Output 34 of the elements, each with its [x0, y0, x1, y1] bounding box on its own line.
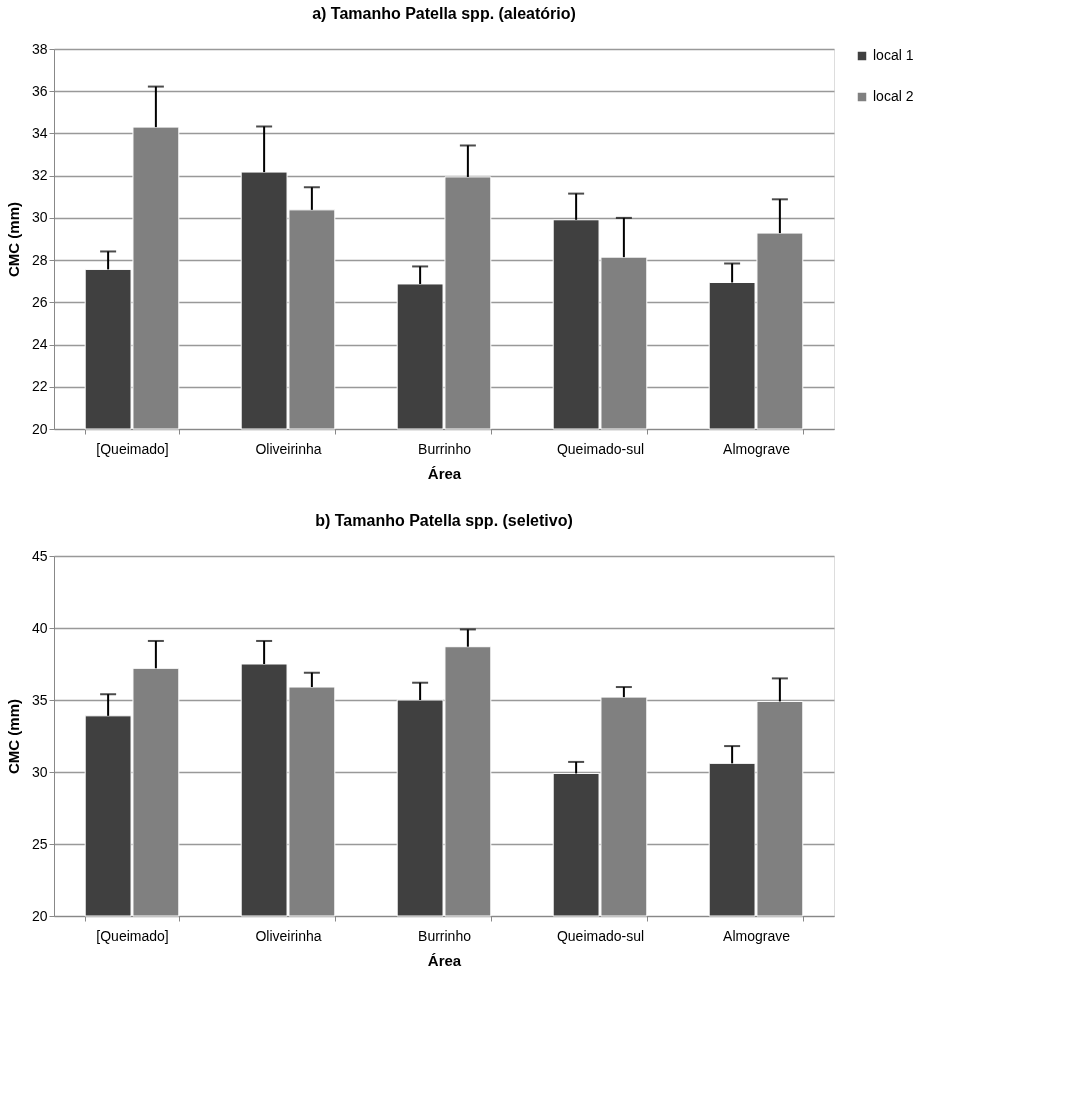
y-tick-label: 40 [31, 619, 48, 636]
y-tick-label: 25 [31, 835, 48, 852]
x-tick-label: Almograve [723, 440, 791, 457]
x-tick-label: Queimado-sul [556, 927, 645, 944]
y-tick-label: 35 [31, 691, 48, 708]
y-tick-label: 28 [31, 251, 48, 268]
y-tick-label: 30 [31, 209, 48, 226]
y-tick-label: 26 [31, 293, 48, 310]
x-tick-label: Oliveirinha [255, 440, 322, 457]
y-axis-title: CMC (mm) [4, 202, 22, 277]
y-tick-label: 24 [31, 336, 48, 353]
x-axis-title: Área [427, 951, 462, 969]
legend-label: local 2 [873, 88, 914, 104]
x-tick-label: Oliveirinha [255, 927, 322, 944]
y-tick-label: 20 [31, 420, 48, 437]
x-tick-label: Burrinho [418, 927, 472, 944]
x-axis-title: Área [427, 464, 462, 482]
y-tick-label: 32 [31, 167, 48, 184]
chart-title: a) Tamanho Patella spp. (aleatório) [312, 5, 576, 22]
y-tick-label: 45 [31, 547, 48, 564]
x-tick-label: [Queimado] [96, 440, 169, 457]
y-tick-label: 30 [31, 763, 48, 780]
chart-title: b) Tamanho Patella spp. (seletivo) [315, 512, 573, 529]
y-axis-title: CMC (mm) [4, 699, 22, 774]
x-tick-label: Almograve [723, 927, 791, 944]
y-tick-label: 36 [31, 82, 48, 99]
y-tick-label: 22 [31, 378, 48, 395]
legend-label: local 1 [873, 47, 914, 63]
y-tick-label: 38 [31, 40, 48, 57]
y-tick-label: 20 [31, 907, 48, 924]
y-tick-label: 34 [31, 124, 48, 141]
x-tick-label: Queimado-sul [556, 440, 645, 457]
x-tick-label: Burrinho [418, 440, 472, 457]
x-tick-label: [Queimado] [96, 927, 169, 944]
